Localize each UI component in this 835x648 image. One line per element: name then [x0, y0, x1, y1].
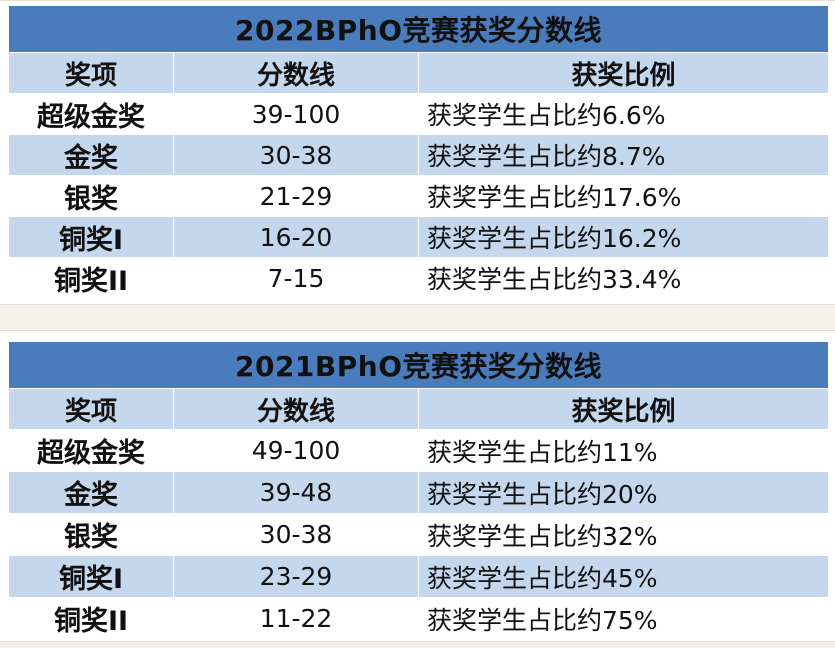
table-row: 铜奖II 11-22 获奖学生占比约75%: [8, 597, 830, 640]
ratio-cell: 获奖学生占比约45%: [417, 555, 830, 598]
award-cell: 金奖: [8, 471, 174, 514]
ratio-cell: 获奖学生占比约11%: [417, 429, 830, 472]
table-header-row: 奖项 分数线 获奖比例: [8, 52, 830, 94]
award-cell: 金奖: [8, 134, 174, 176]
award-cell: 银奖: [8, 513, 174, 556]
award-cell: 铜奖II: [8, 597, 174, 640]
score-table-2021-panel: 2021BPhO竞赛获奖分数线 奖项 分数线 获奖比例 超级金奖 49-100 …: [0, 330, 835, 642]
score-cell: 30-38: [173, 134, 419, 176]
ratio-cell: 获奖学生占比约20%: [417, 471, 830, 514]
table-row: 铜奖I 16-20 获奖学生占比约16.2%: [8, 216, 830, 258]
column-header-ratio: 获奖比例: [417, 52, 830, 94]
ratio-cell: 获奖学生占比约17.6%: [417, 175, 830, 217]
ratio-cell: 获奖学生占比约32%: [417, 513, 830, 556]
column-header-ratio: 获奖比例: [417, 388, 830, 430]
score-cell: 39-100: [173, 93, 419, 135]
score-table-2022: 2022BPhO竞赛获奖分数线 奖项 分数线 获奖比例 超级金奖 39-100 …: [7, 5, 830, 299]
table-title-row: 2022BPhO竞赛获奖分数线: [7, 5, 830, 53]
table-row: 金奖 39-48 获奖学生占比约20%: [8, 471, 830, 514]
award-cell: 铜奖II: [8, 257, 174, 299]
table-row: 银奖 21-29 获奖学生占比约17.6%: [8, 175, 830, 217]
table-title-row: 2021BPhO竞赛获奖分数线: [7, 341, 830, 389]
table-row: 金奖 30-38 获奖学生占比约8.7%: [8, 134, 830, 176]
table-row: 银奖 30-38 获奖学生占比约32%: [8, 513, 830, 556]
score-cell: 16-20: [173, 216, 419, 258]
table-title: 2021BPhO竞赛获奖分数线: [7, 341, 830, 389]
table-row: 铜奖II 7-15 获奖学生占比约33.4%: [8, 257, 830, 299]
ratio-cell: 获奖学生占比约6.6%: [417, 93, 830, 135]
ratio-cell: 获奖学生占比约75%: [417, 597, 830, 640]
score-table-2021: 2021BPhO竞赛获奖分数线 奖项 分数线 获奖比例 超级金奖 49-100 …: [7, 341, 830, 640]
table-header-row: 奖项 分数线 获奖比例: [8, 388, 830, 430]
table-row: 超级金奖 39-100 获奖学生占比约6.6%: [8, 93, 830, 135]
award-cell: 铜奖I: [8, 216, 174, 258]
ratio-cell: 获奖学生占比约33.4%: [417, 257, 830, 299]
column-header-award: 奖项: [8, 52, 174, 94]
award-cell: 铜奖I: [8, 555, 174, 598]
score-cell: 39-48: [173, 471, 419, 514]
score-cell: 23-29: [173, 555, 419, 598]
column-header-award: 奖项: [8, 388, 174, 430]
table-title: 2022BPhO竞赛获奖分数线: [7, 5, 830, 53]
table-row: 超级金奖 49-100 获奖学生占比约11%: [8, 429, 830, 472]
award-cell: 银奖: [8, 175, 174, 217]
score-cell: 30-38: [173, 513, 419, 556]
column-header-score: 分数线: [173, 388, 419, 430]
column-header-score: 分数线: [173, 52, 419, 94]
score-cell: 21-29: [173, 175, 419, 217]
table-row: 铜奖I 23-29 获奖学生占比约45%: [8, 555, 830, 598]
score-table-2022-panel: 2022BPhO竞赛获奖分数线 奖项 分数线 获奖比例 超级金奖 39-100 …: [0, 0, 835, 305]
award-cell: 超级金奖: [8, 429, 174, 472]
ratio-cell: 获奖学生占比约16.2%: [417, 216, 830, 258]
score-cell: 7-15: [173, 257, 419, 299]
score-cell: 49-100: [173, 429, 419, 472]
score-cell: 11-22: [173, 597, 419, 640]
award-cell: 超级金奖: [8, 93, 174, 135]
ratio-cell: 获奖学生占比约8.7%: [417, 134, 830, 176]
